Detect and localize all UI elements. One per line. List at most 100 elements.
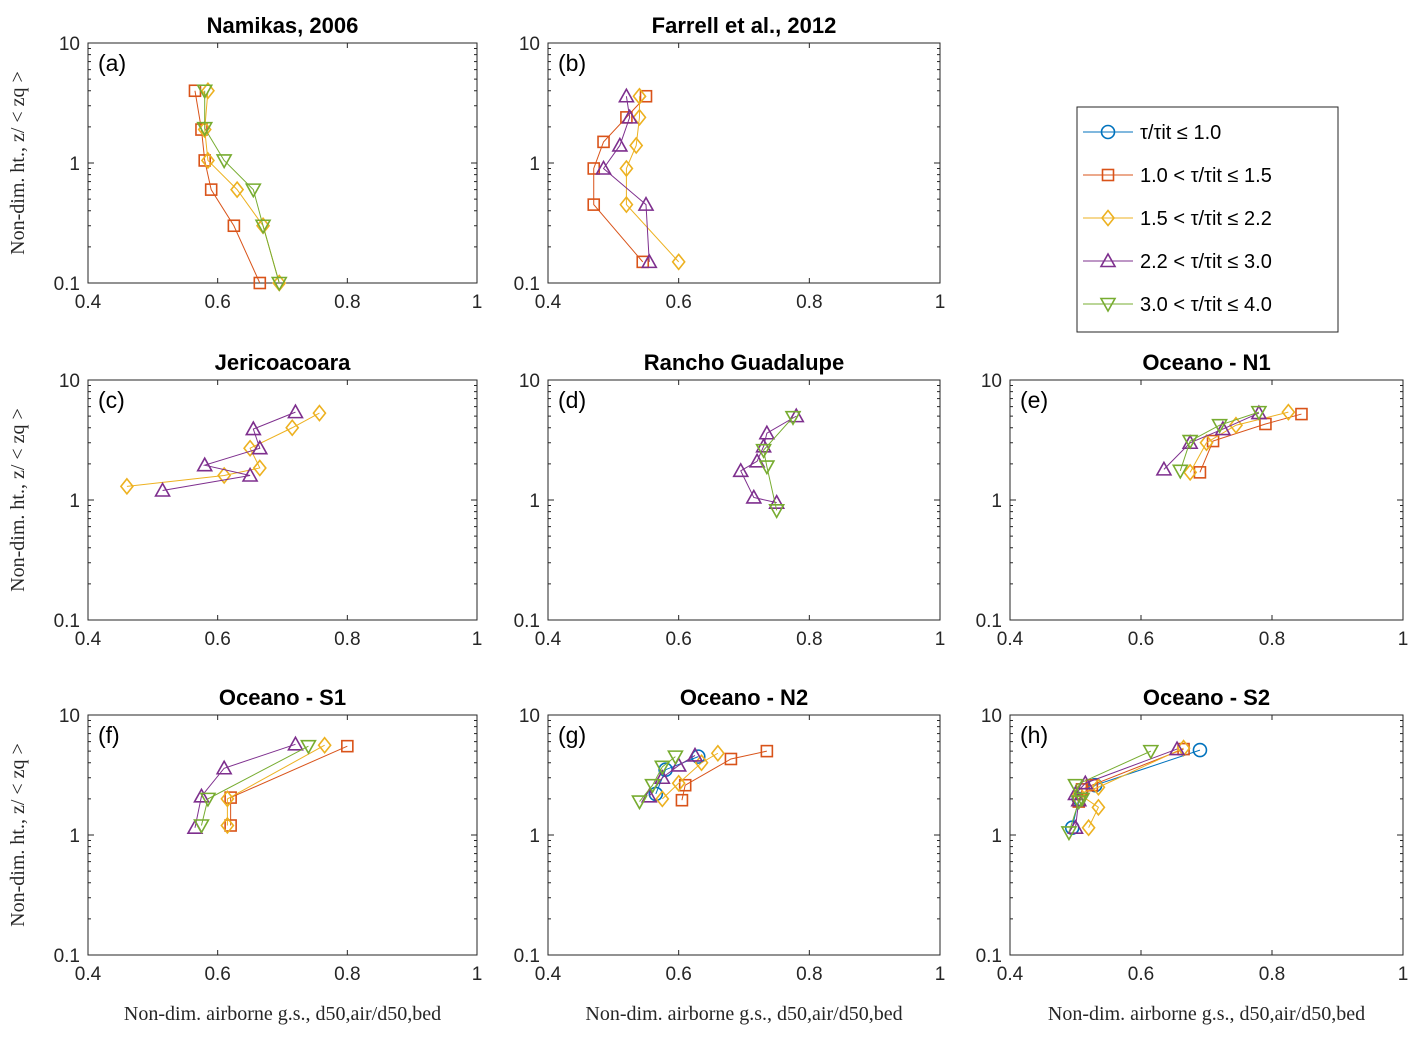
data-point <box>595 159 612 175</box>
data-point <box>1142 744 1160 760</box>
x-tick-label: 0.6 <box>204 292 230 313</box>
x-tick-label: 0.4 <box>535 629 562 650</box>
data-point <box>300 739 317 755</box>
series-square <box>224 739 354 832</box>
y-tick-label: 10 <box>981 706 1002 727</box>
x-tick-label: 0.6 <box>1128 964 1154 985</box>
panel-title: Oceano - S1 <box>219 685 346 710</box>
data-point <box>629 136 644 155</box>
x-tick-label: 1 <box>1398 629 1409 650</box>
x-tick-label: 0.6 <box>204 964 230 985</box>
data-point <box>784 410 802 426</box>
series-line <box>740 415 797 504</box>
series-square <box>188 84 267 290</box>
y-tick-label: 10 <box>981 371 1002 392</box>
data-point <box>758 460 776 476</box>
panel-b: 0.4 0.6 0.8 1 0.1 1 10 Farrell et al., 2012 (b) <box>514 13 946 313</box>
data-point <box>312 404 327 422</box>
data-point <box>1091 798 1106 817</box>
data-point <box>287 403 304 419</box>
x-tick-label: 0.4 <box>535 292 562 313</box>
data-point <box>200 81 215 100</box>
data-point <box>198 154 211 167</box>
legend-entry: 3.0 < τ/τit ≤ 4.0 <box>1140 294 1272 316</box>
x-tick-label: 0.4 <box>535 964 562 985</box>
data-point <box>710 744 725 763</box>
data-point <box>270 276 288 292</box>
data-point <box>196 84 214 100</box>
x-tick-label: 0.4 <box>75 629 102 650</box>
y-tick-label: 1 <box>69 826 80 847</box>
data-point <box>119 477 134 496</box>
x-tick-label: 1 <box>472 964 483 985</box>
panel-g: 0.4 0.6 0.8 1 0.1 1 10 Oceano - N2 (g) <box>514 685 946 985</box>
data-point <box>1067 778 1084 794</box>
data-point <box>244 183 262 199</box>
y-axis-label: Non-dim. ht., z/ < zq > <box>7 71 29 255</box>
data-point <box>285 418 300 437</box>
series-line <box>126 412 320 487</box>
series-line <box>681 750 767 801</box>
data-point <box>224 819 237 832</box>
x-tick-label: 0.4 <box>997 964 1024 985</box>
data-point <box>193 819 210 835</box>
series-triangle-down <box>196 84 288 292</box>
data-point <box>204 183 218 196</box>
x-tick-label: 1 <box>935 292 946 313</box>
series-triangle-down <box>755 410 802 519</box>
series-line <box>1068 750 1152 833</box>
y-axis-label: Non-dim. ht., z/ < zq > <box>7 408 29 592</box>
data-point <box>787 407 805 423</box>
panel-label: (f) <box>98 722 120 748</box>
x-tick-label: 0.4 <box>75 964 102 985</box>
data-point <box>755 443 772 459</box>
data-point <box>621 108 639 124</box>
x-tick-label: 0.8 <box>334 964 360 985</box>
data-point <box>653 769 671 785</box>
x-tick-label: 0.8 <box>796 629 822 650</box>
y-tick-label: 0.1 <box>514 611 540 632</box>
series-triangle-up <box>186 735 304 835</box>
data-point <box>243 439 258 458</box>
y-tick-label: 10 <box>519 34 540 55</box>
data-point <box>732 462 750 478</box>
data-point <box>619 195 634 214</box>
data-point <box>200 151 215 170</box>
panel-title: Oceano - S2 <box>1143 685 1270 710</box>
data-point <box>1168 740 1186 756</box>
data-point <box>1206 434 1220 448</box>
x-tick-label: 1 <box>935 629 946 650</box>
data-point <box>217 466 232 485</box>
x-tick-label: 0.6 <box>665 629 691 650</box>
panel-f: 0.4 0.6 0.8 1 0.1 1 10 Oceano - S1 (f) <box>54 685 483 985</box>
series-diamond <box>619 87 686 271</box>
data-point <box>1211 418 1228 434</box>
series-triangle-down <box>1060 744 1160 842</box>
legend: τ/τit ≤ 1.0 1.0 < τ/τit ≤ 1.5 1.5 < τ/τit … <box>1076 106 1339 333</box>
data-point <box>215 154 233 170</box>
legend-marker <box>1100 209 1116 227</box>
panel-d: 0.4 0.6 0.8 1 0.1 1 10 Rancho Guadalupe (d) <box>514 350 946 650</box>
data-point <box>644 778 661 794</box>
data-point <box>690 749 706 764</box>
data-point <box>193 787 210 803</box>
x-tick-label: 0.4 <box>997 629 1024 650</box>
data-point <box>686 746 704 762</box>
data-point <box>597 135 610 149</box>
series-line <box>194 743 296 828</box>
y-axis-label: Non-dim. ht., z/ < zq > <box>7 743 29 927</box>
data-point <box>632 87 647 106</box>
data-point <box>1183 463 1198 482</box>
y-tick-label: 1 <box>991 491 1002 512</box>
data-point <box>1295 407 1308 421</box>
data-point <box>1181 434 1199 450</box>
data-point <box>220 816 235 835</box>
series-line <box>1078 748 1184 802</box>
data-point <box>640 253 658 269</box>
panel-label: (g) <box>558 722 586 748</box>
y-tick-label: 0.1 <box>514 946 540 967</box>
data-point <box>1228 416 1243 434</box>
series-triangle-down <box>193 739 317 835</box>
series-diamond <box>655 744 725 808</box>
